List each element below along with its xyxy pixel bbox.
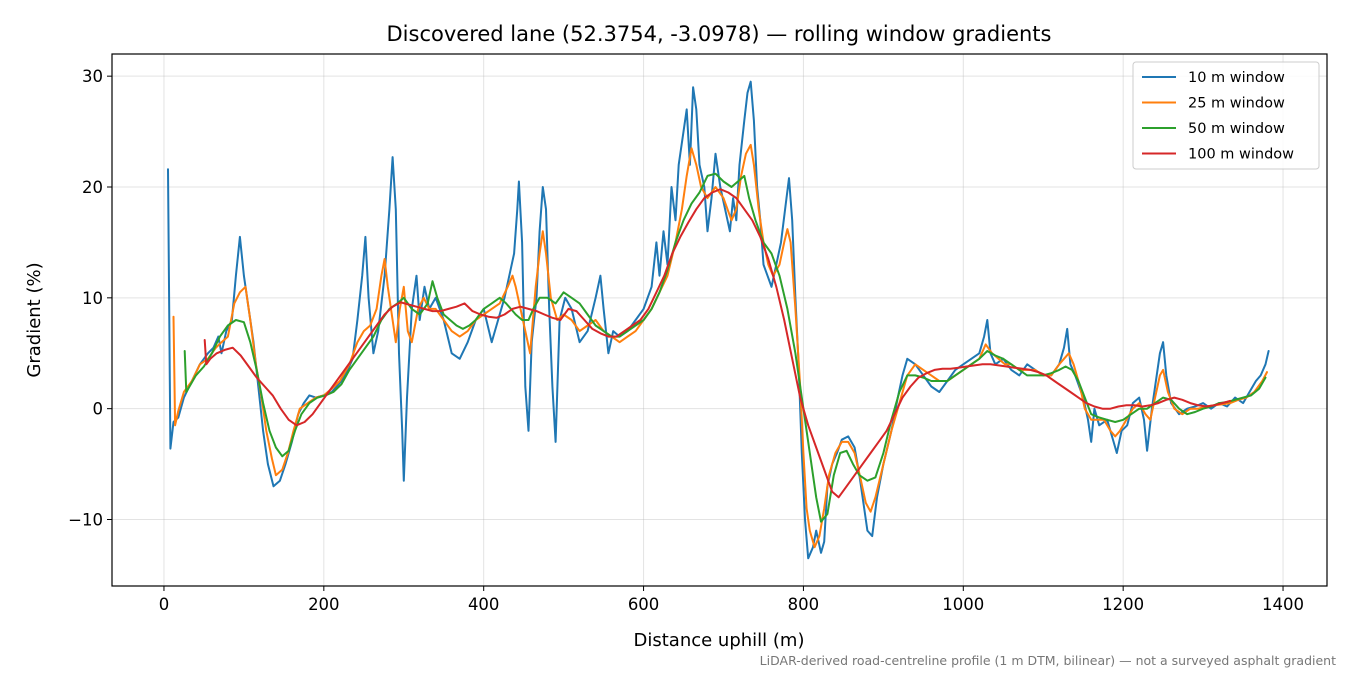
y-tick-label: 30 xyxy=(82,67,103,86)
y-tick-label: 20 xyxy=(82,178,103,197)
chart-title: Discovered lane (52.3754, -3.0978) — rol… xyxy=(387,22,1052,46)
x-axis: 0 200 400 600 800 1000 1200 1400 xyxy=(159,586,1304,614)
x-tick-label: 400 xyxy=(468,595,500,614)
legend-label: 10 m window xyxy=(1188,70,1285,86)
footnote: LiDAR-derived road-centreline profile (1… xyxy=(760,653,1336,668)
y-tick-label: −10 xyxy=(68,511,103,530)
x-tick-label: 1400 xyxy=(1262,595,1304,614)
legend-box xyxy=(1132,61,1320,170)
x-tick-label: 0 xyxy=(159,595,170,614)
x-tick-label: 1200 xyxy=(1102,595,1144,614)
x-tick-label: 600 xyxy=(628,595,660,614)
series-line-3 xyxy=(183,172,1267,523)
plot-area xyxy=(167,80,1270,560)
legend-label: 100 m window xyxy=(1188,147,1294,163)
x-tick-label: 1000 xyxy=(942,595,984,614)
x-tick-label: 200 xyxy=(308,595,340,614)
plot-frame xyxy=(111,53,1328,587)
y-tick-label: 0 xyxy=(93,400,104,419)
y-tick-label: 10 xyxy=(82,289,103,308)
legend-label: 25 m window xyxy=(1188,96,1285,112)
x-tick-label: 800 xyxy=(788,595,820,614)
legend-label: 50 m window xyxy=(1188,121,1285,137)
legend: 10 m window 25 m window 50 m window 100 m w… xyxy=(1132,61,1320,170)
series-line-1 xyxy=(167,80,1270,560)
series-line-4 xyxy=(203,188,1232,499)
x-axis-label: Distance uphill (m) xyxy=(634,630,805,651)
y-axis: −10 0 10 20 30 xyxy=(68,67,112,530)
y-axis-label: Gradient (%) xyxy=(24,262,45,377)
